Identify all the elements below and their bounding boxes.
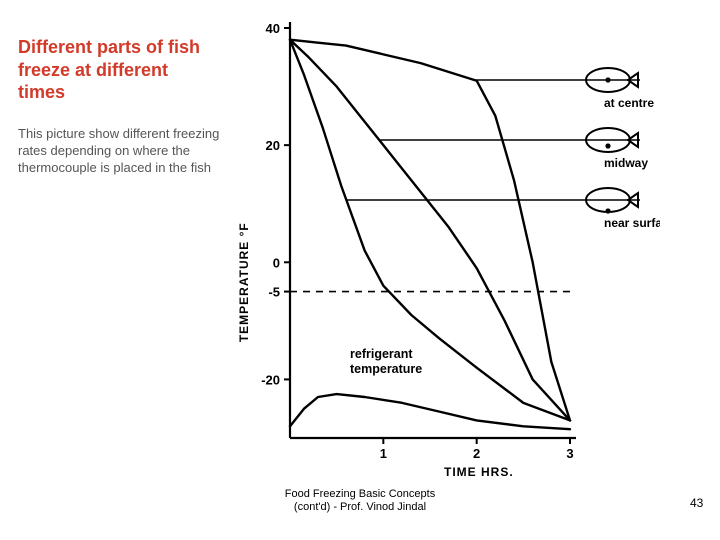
svg-text:near surface: near surface [604,216,660,230]
svg-text:TEMPERATURE °F: TEMPERATURE °F [237,222,251,342]
slide-subtitle: This picture show different freezing rat… [18,126,228,177]
svg-text:1: 1 [380,446,387,461]
svg-text:at centre: at centre [604,96,654,110]
footer-line-1: Food Freezing Basic Concepts [260,488,460,501]
svg-text:temperature: temperature [350,362,422,376]
svg-text:0: 0 [273,255,280,270]
slide-title-text: Different parts of fish freeze at differ… [18,37,200,102]
svg-text:-5: -5 [268,285,280,300]
svg-text:3: 3 [566,446,573,461]
freezing-curve-chart: -20 -5 0 20 40 1 2 3 TIME HRS. TEMPERATURE °F refr… [230,10,660,485]
svg-text:40: 40 [266,21,280,36]
svg-text:-20: -20 [261,372,280,387]
svg-text:2: 2 [473,446,480,461]
slide-subtitle-text: This picture show different freezing rat… [18,126,219,175]
svg-text:20: 20 [266,138,280,153]
svg-text:midway: midway [604,156,648,170]
footer-line-2: (cont'd) - Prof. Vinod Jindal [260,501,460,514]
svg-text:refrigerant: refrigerant [350,347,413,361]
slide-title: Different parts of fish freeze at differ… [18,36,218,104]
svg-text:TIME HRS.: TIME HRS. [444,465,514,479]
page-number: 43 [690,496,703,510]
slide-footer: Food Freezing Basic Concepts (cont'd) - … [260,488,460,513]
